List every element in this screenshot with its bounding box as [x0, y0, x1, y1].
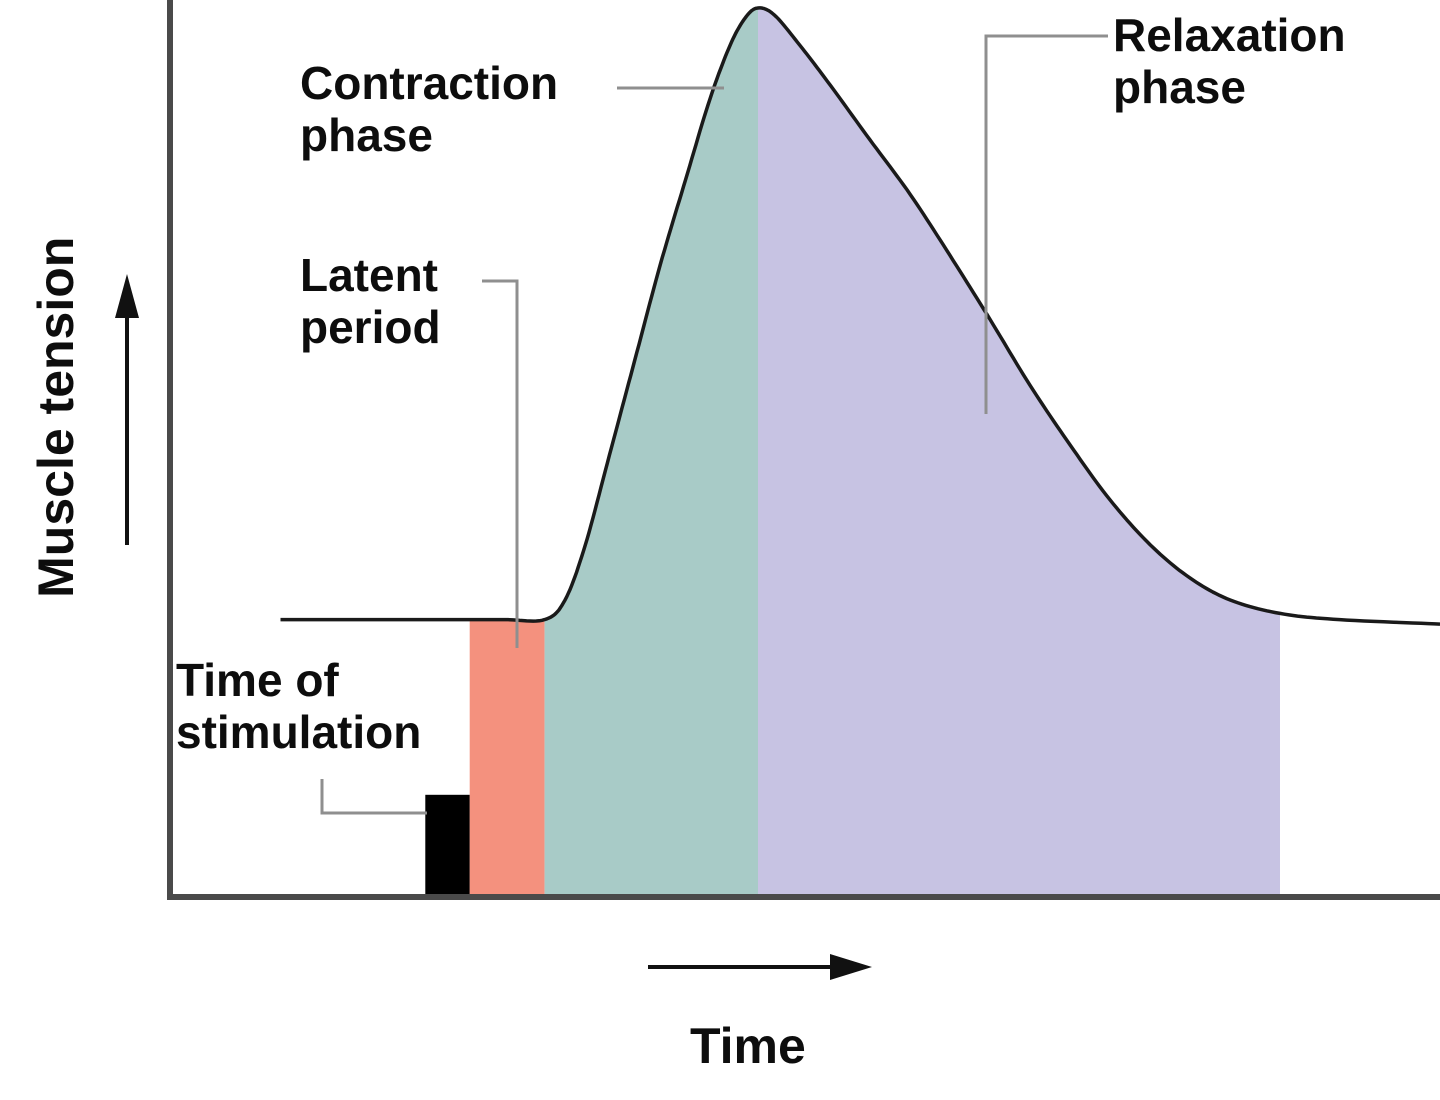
- region-relaxation-phase: [758, 7, 1280, 897]
- region-time-of-stimulation: [425, 794, 470, 897]
- region-latent-period: [469, 619, 545, 897]
- region-contraction-phase: [544, 8, 758, 897]
- latent-leader-line: [482, 279, 519, 648]
- latent-period-label: Latent period: [300, 249, 441, 353]
- x-axis-arrow-head: [830, 954, 872, 980]
- contraction-phase-label: Contraction phase: [300, 57, 559, 161]
- y-axis-arrow-head: [115, 274, 139, 318]
- time-of-stimulation-label: Time of stimulation: [176, 654, 422, 758]
- relaxation-leader-line: [984, 34, 1108, 414]
- y-axis-label: Muscle tension: [27, 236, 84, 598]
- stimulation-leader-line: [320, 779, 427, 815]
- relaxation-phase-label: Relaxation phase: [1113, 9, 1346, 113]
- tension-curve: [280, 6, 1440, 626]
- region-fills: [425, 7, 1280, 897]
- x-axis-label: Time: [690, 1018, 806, 1074]
